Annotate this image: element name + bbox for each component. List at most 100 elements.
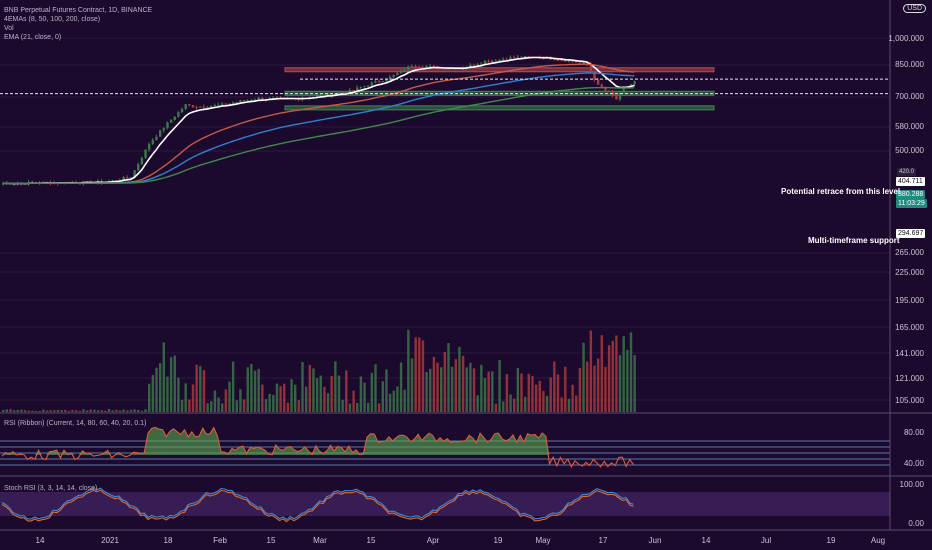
candle [253, 99, 257, 101]
candle [158, 130, 162, 137]
candle [126, 177, 129, 179]
volume-bar [31, 410, 34, 412]
volume-bar [403, 389, 406, 412]
volume-bar [286, 402, 290, 412]
candle [381, 81, 384, 83]
candle [144, 149, 147, 158]
volume-bar [520, 373, 523, 412]
volume-bar [556, 374, 560, 412]
volume-bar [399, 362, 403, 412]
volume-bar [9, 409, 12, 412]
volume-bar [242, 399, 246, 412]
volume-bar [279, 386, 282, 412]
volume-bar [82, 409, 85, 412]
candle [564, 60, 567, 62]
volume-bar [538, 380, 541, 412]
candle [326, 93, 330, 96]
volume-bar [429, 368, 432, 412]
volume-bars [2, 329, 636, 412]
candle [385, 79, 388, 82]
rsi-legend: RSI (Ribbon) (Current, 14, 80, 60, 40, 2… [4, 420, 147, 427]
rsi-pane [0, 426, 890, 468]
volume-bar [126, 410, 129, 412]
volume-bar [607, 345, 611, 412]
x-tick-label: Feb [213, 536, 227, 545]
candle [173, 116, 176, 120]
candle [345, 92, 348, 94]
currency-badge[interactable]: USD [903, 4, 926, 13]
candle [560, 60, 563, 62]
candle [199, 106, 202, 108]
candle [148, 144, 151, 150]
volume-bar [578, 367, 582, 412]
candle [246, 100, 249, 102]
stoch-legend: Stoch RSI (3, 3, 14, 14, close) [4, 485, 98, 492]
small-price-badge: 420.0 [897, 168, 917, 176]
volume-bar [206, 403, 209, 412]
volume-bar [38, 410, 41, 412]
y-tick-label: 850.000 [895, 60, 924, 69]
volume-bar [235, 400, 238, 412]
x-tick-label: 14 [35, 536, 45, 545]
x-tick-label: Aug [870, 536, 886, 545]
volume-bar [476, 395, 479, 412]
volume-bar [111, 410, 114, 412]
volume-bar [633, 355, 636, 412]
candle [589, 64, 593, 72]
legend-ema: EMA (21, close, 0) [4, 34, 62, 41]
volume-bar [341, 399, 344, 412]
volume-bar [290, 379, 293, 412]
stoch-tick-label: 100.00 [899, 480, 924, 489]
stoch-k-line [1, 487, 634, 521]
candle [169, 119, 173, 123]
volume-bar [560, 397, 563, 412]
volume-bar [370, 372, 374, 412]
volume-bar [359, 376, 363, 412]
volume-bar [542, 390, 545, 412]
candle [491, 60, 494, 62]
level-lines [0, 78, 890, 95]
volume-bar [239, 389, 242, 412]
volume-bar [615, 335, 618, 412]
candle [403, 70, 406, 72]
candle [319, 94, 322, 96]
candle [224, 103, 228, 105]
candle [494, 60, 498, 62]
volume-bar [100, 410, 103, 412]
volume-bar [396, 386, 399, 412]
volume-bar [622, 336, 625, 412]
candle [469, 64, 472, 68]
volume-bar [89, 409, 92, 412]
volume-bar [199, 366, 202, 412]
volume-bar [34, 410, 38, 412]
retrace-level-badge: 404.711 [896, 177, 925, 186]
candle [421, 66, 425, 68]
volume-bar [188, 399, 191, 412]
volume-bar [228, 381, 231, 412]
volume-bar [118, 410, 122, 412]
candle [352, 89, 355, 91]
volume-bar [367, 402, 370, 412]
x-tick-label: 15 [266, 536, 276, 545]
zone-support [284, 105, 715, 111]
volume-bar [122, 409, 125, 412]
candle [578, 62, 582, 64]
volume-bar [148, 383, 151, 412]
volume-bar [575, 395, 578, 412]
rsi-tick-label: 40.00 [903, 459, 924, 468]
countdown-badge: 11:03:29 [896, 199, 927, 208]
volume-bar [425, 372, 428, 412]
y-tick-label: 225.000 [895, 268, 924, 277]
volume-bar [334, 361, 337, 412]
candle [527, 56, 530, 58]
volume-bar [253, 370, 257, 412]
volume-bar [564, 366, 567, 412]
candle [487, 60, 490, 62]
volume-bar [294, 384, 297, 412]
candle [516, 56, 520, 58]
volume-bar [604, 366, 607, 412]
volume-bar [381, 381, 384, 412]
volume-bar [626, 349, 629, 412]
legend-vol: Vol [4, 25, 14, 32]
